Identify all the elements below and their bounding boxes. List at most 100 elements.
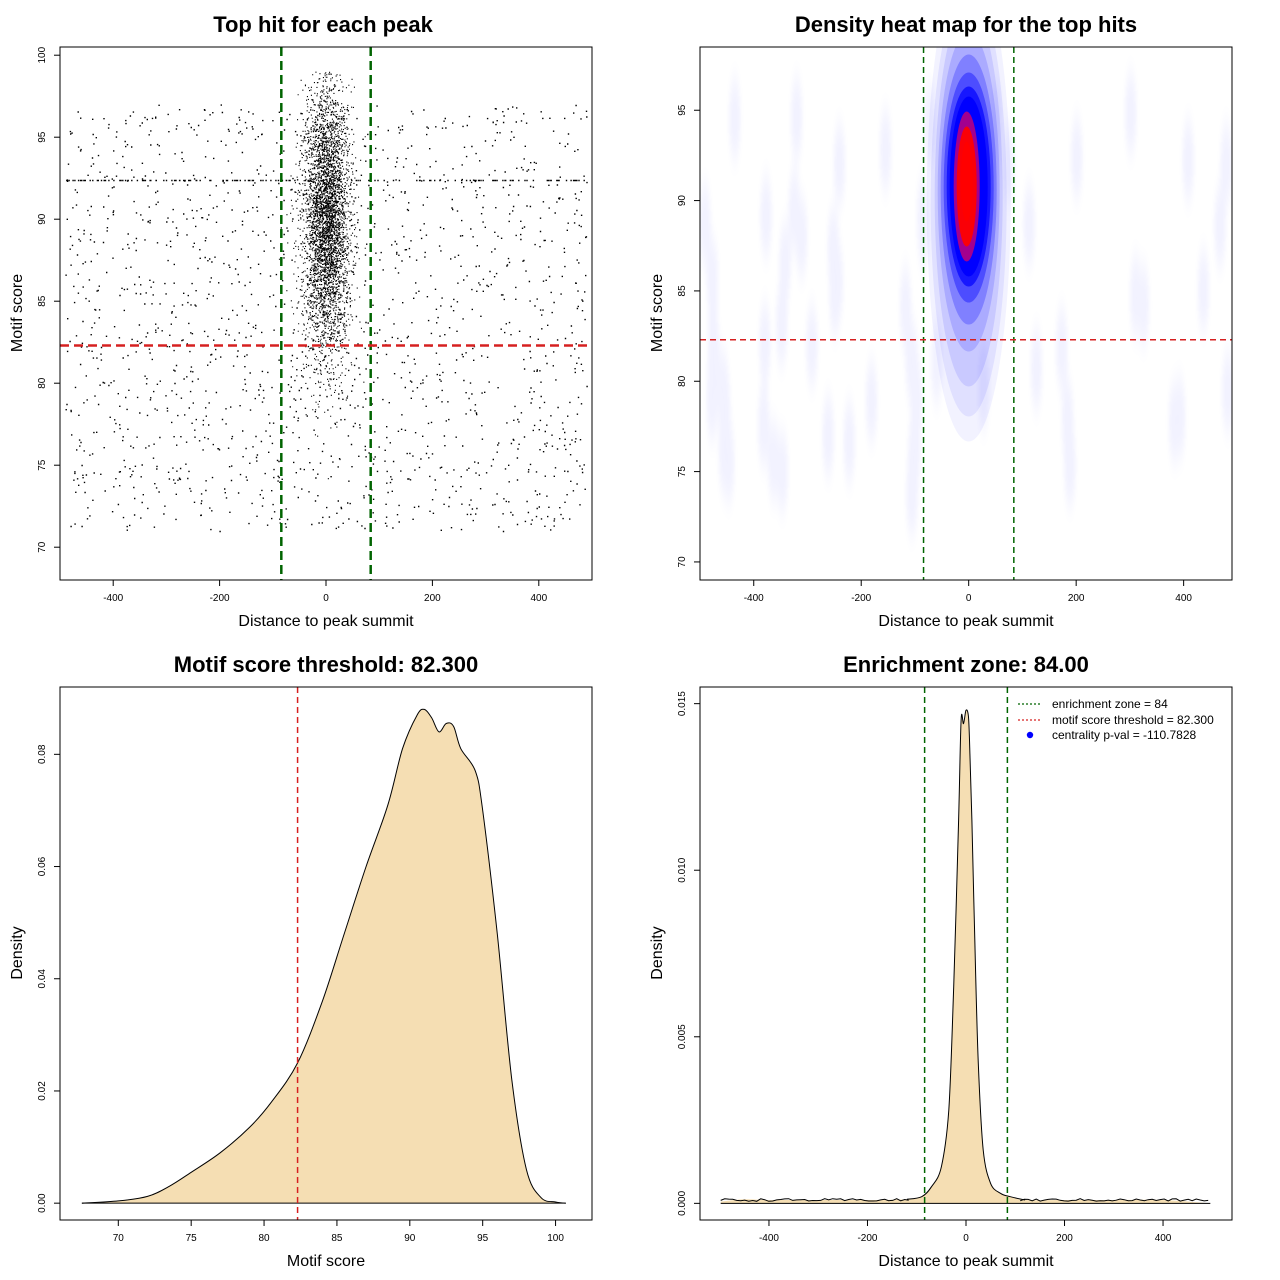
chart-title: Top hit for each peak [213,12,433,37]
y-tick-label: 0.000 [677,1190,688,1215]
heatmap-cell [899,267,912,348]
x-tick-label: 85 [331,1233,343,1244]
heatmap-cell [879,109,892,190]
x-tick-label: 90 [404,1233,416,1244]
x-tick-label: -200 [851,593,871,604]
y-axis-label: Motif score [649,274,666,352]
heatmap-cell [795,196,808,277]
data-points [65,71,588,533]
heatmap-cell [1063,425,1076,506]
scatter-points [65,71,588,533]
heatmap-cell [706,238,719,319]
heatmap-cell [990,85,1003,166]
y-tick-label: 0.00 [37,1193,48,1213]
heatmap-cell [1002,123,1015,204]
x-tick-label: 200 [1068,593,1085,604]
density-area [720,709,1211,1204]
heatmap-cell [1182,120,1195,201]
x-tick-label: 400 [530,593,547,604]
heatmap-cell [758,303,771,384]
heatmap-cell [775,284,788,365]
panel-enrichment-density: Enrichment zone: 84.00 Distance to peak … [649,652,1233,1270]
y-tick-label: 95 [37,131,48,143]
y-tick-label: 85 [37,295,48,307]
plot-frame [699,686,1233,1221]
plot-frame [59,686,593,1221]
legend-entry-zone: enrichment zone = 84 [1052,697,1168,711]
chart-title: Motif score threshold: 82.300 [174,652,478,677]
y-tick-label: 70 [37,541,48,553]
heatmap-cell [1023,184,1036,265]
x-tick-label: 75 [186,1233,198,1244]
y-axis-label: Density [649,926,666,979]
x-tick-label: 200 [1056,1233,1073,1244]
heatmap-cell [977,348,990,429]
heatmap-cell [822,395,835,476]
x-axis-label: Distance to peak summit [238,613,414,630]
y-tick-label: 75 [37,459,48,471]
y-tick-label: 0.04 [37,969,48,989]
chart-title: Density heat map for the top hits [795,12,1137,37]
x-tick-label: 400 [1175,593,1192,604]
y-tick-label: 80 [37,377,48,389]
heatmap-cell [728,78,741,159]
heatmap-cell [865,361,878,442]
density-area [81,708,566,1204]
x-tick-label: -200 [210,593,230,604]
legend: enrichment zone = 84 motif score thresho… [1018,697,1214,742]
y-tick-label: 0.010 [677,857,688,882]
density-fill [81,709,566,1204]
heatmap-cell [760,176,773,257]
panel-motif-score-density: Motif score threshold: 82.300 Motif scor… [9,652,593,1270]
x-tick-label: 200 [424,593,441,604]
heatmap-cell [1124,73,1137,154]
density-tail-right [1020,1198,1209,1202]
heatmap-cell [718,365,731,446]
reference-lines [923,687,1009,1220]
plot-frame [59,46,593,581]
heatmap-cell [1070,117,1083,198]
heatmap-cell [930,322,943,403]
y-tick-label: 0.02 [37,1081,48,1101]
heatmap-cell [1055,307,1068,388]
x-tick-label: 0 [966,593,972,604]
heatmap-cell [1221,351,1232,432]
heatmap-cell [923,84,936,165]
y-axis-label: Motif score [9,274,26,352]
heatmap-cell [1137,265,1150,346]
density-fill [720,709,1211,1204]
x-axis-label: Distance to peak summit [878,613,1054,630]
x-tick-label: 100 [547,1233,564,1244]
legend-swatch-pval [1026,731,1034,739]
y-tick-label: 100 [37,46,48,63]
y-tick-label: 75 [677,466,688,478]
x-tick-label: -200 [857,1233,877,1244]
heatmap-cell [1030,328,1043,409]
reference-lines [700,47,1232,580]
y-tick-label: 80 [677,375,688,387]
density-curve [81,708,566,1204]
heatmap-cell [1214,186,1227,267]
heatmap-cell [1168,382,1181,463]
reference-lines [60,47,592,580]
heatmap-cell [908,410,921,491]
background-density [700,73,1232,535]
density-tail-left [720,1198,909,1202]
x-tick-label: 70 [113,1233,125,1244]
axes: -400 -200 0 200 400 70 75 80 85 90 95 100 [37,46,548,604]
heatmap-cell [827,207,840,288]
y-tick-label: 0.08 [37,744,48,764]
x-axis-label: Distance to peak summit [878,1253,1054,1270]
heatmap-cell [833,124,846,205]
x-axis-label: Motif score [287,1253,365,1270]
heatmap-cell [843,401,856,482]
heatmap-cell [805,305,818,386]
y-tick-label: 0.06 [37,856,48,876]
heatmap-cell [790,78,803,159]
x-tick-label: -400 [744,593,764,604]
y-tick-label: 90 [37,213,48,225]
y-tick-label: 95 [677,104,688,116]
heatmap-cell [757,385,770,466]
heatmap-cell [700,184,712,265]
